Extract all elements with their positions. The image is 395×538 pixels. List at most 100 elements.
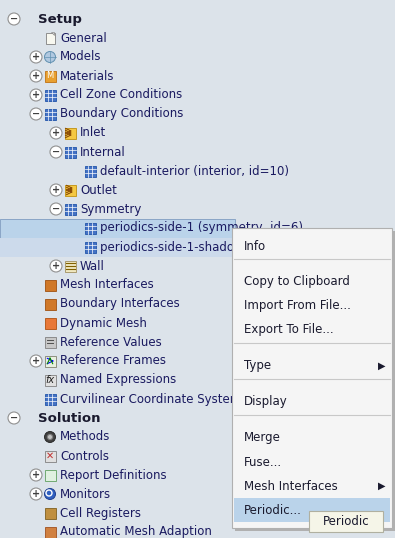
Text: Import From File...: Import From File... bbox=[244, 300, 351, 313]
Text: General: General bbox=[60, 32, 107, 45]
Text: default-interior (interior, id=10): default-interior (interior, id=10) bbox=[100, 165, 289, 178]
Text: Monitors: Monitors bbox=[60, 487, 111, 500]
Bar bbox=[85, 223, 96, 233]
Text: periodics-side-1-shadow (symmetry, id=7): periodics-side-1-shadow (symmetry, id=7) bbox=[100, 240, 352, 253]
Circle shape bbox=[30, 488, 42, 500]
Text: Reference Values: Reference Values bbox=[60, 336, 162, 349]
Text: Cell Zone Conditions: Cell Zone Conditions bbox=[60, 88, 182, 102]
Bar bbox=[0, 219, 235, 238]
Text: Methods: Methods bbox=[60, 430, 110, 443]
Circle shape bbox=[30, 70, 42, 82]
Circle shape bbox=[48, 435, 52, 439]
Bar bbox=[85, 242, 96, 252]
Text: Cell Registers: Cell Registers bbox=[60, 506, 141, 520]
Circle shape bbox=[30, 89, 42, 101]
Text: −: − bbox=[52, 204, 60, 214]
Circle shape bbox=[47, 434, 53, 441]
Text: M: M bbox=[46, 72, 54, 81]
Text: +: + bbox=[32, 90, 40, 100]
Text: +: + bbox=[52, 261, 60, 271]
Text: Inlet: Inlet bbox=[80, 126, 106, 139]
Circle shape bbox=[50, 146, 62, 158]
Text: Report Definitions: Report Definitions bbox=[60, 469, 167, 482]
Text: ✕: ✕ bbox=[46, 451, 54, 461]
Text: Symmetry: Symmetry bbox=[80, 202, 141, 216]
Circle shape bbox=[50, 184, 62, 196]
Bar bbox=[45, 527, 56, 537]
Bar bbox=[45, 336, 56, 348]
Bar bbox=[64, 146, 75, 158]
Text: Automatic Mesh Adaption: Automatic Mesh Adaption bbox=[60, 526, 212, 538]
Text: −: − bbox=[32, 109, 40, 119]
Circle shape bbox=[45, 489, 56, 499]
Text: Reference Frames: Reference Frames bbox=[60, 355, 166, 367]
Text: Internal: Internal bbox=[80, 145, 126, 159]
Text: −: − bbox=[10, 14, 18, 24]
Text: periodics-side-1 (symmetry, id=6): periodics-side-1 (symmetry, id=6) bbox=[100, 222, 303, 235]
Text: Outlet: Outlet bbox=[80, 183, 117, 196]
Text: −: − bbox=[10, 413, 18, 423]
Circle shape bbox=[30, 469, 42, 481]
Circle shape bbox=[50, 203, 62, 215]
Text: ▶: ▶ bbox=[378, 361, 386, 371]
Text: fx: fx bbox=[45, 375, 55, 385]
Text: Boundary Interfaces: Boundary Interfaces bbox=[60, 298, 180, 310]
Text: Controls: Controls bbox=[60, 450, 109, 463]
Text: Info: Info bbox=[244, 239, 266, 252]
Bar bbox=[45, 374, 56, 386]
Text: Copy to Clipboard: Copy to Clipboard bbox=[244, 275, 350, 288]
Text: ▶: ▶ bbox=[378, 481, 386, 491]
Circle shape bbox=[45, 431, 56, 442]
Bar bbox=[64, 203, 75, 215]
Text: Periodic...: Periodic... bbox=[244, 504, 302, 516]
Bar bbox=[85, 166, 96, 176]
Bar bbox=[45, 393, 56, 405]
Text: Display: Display bbox=[244, 395, 288, 408]
Bar bbox=[64, 260, 75, 272]
Bar bbox=[234, 498, 390, 522]
Text: Merge: Merge bbox=[244, 431, 281, 444]
Bar bbox=[45, 299, 56, 309]
Bar bbox=[45, 507, 56, 519]
Text: Dynamic Mesh: Dynamic Mesh bbox=[60, 316, 147, 329]
Bar bbox=[0, 238, 235, 257]
Bar bbox=[45, 70, 56, 81]
Text: +: + bbox=[32, 52, 40, 62]
Text: Mesh Interfaces: Mesh Interfaces bbox=[244, 479, 338, 492]
Circle shape bbox=[8, 13, 20, 25]
Polygon shape bbox=[51, 32, 55, 36]
Circle shape bbox=[30, 355, 42, 367]
Text: −: − bbox=[52, 147, 60, 157]
Text: Materials: Materials bbox=[60, 69, 115, 82]
Text: Fuse...: Fuse... bbox=[244, 456, 282, 469]
Text: Solution: Solution bbox=[38, 412, 100, 424]
Bar bbox=[64, 185, 75, 195]
Circle shape bbox=[50, 127, 62, 139]
Text: +: + bbox=[52, 185, 60, 195]
Text: Periodic: Periodic bbox=[323, 515, 369, 528]
Bar bbox=[232, 228, 392, 528]
Bar bbox=[45, 109, 56, 119]
Text: +: + bbox=[32, 356, 40, 366]
Circle shape bbox=[45, 52, 56, 62]
Bar bbox=[45, 32, 55, 44]
Text: +: + bbox=[32, 470, 40, 480]
Circle shape bbox=[30, 51, 42, 63]
Text: Mesh Interfaces: Mesh Interfaces bbox=[60, 279, 154, 292]
Bar bbox=[45, 317, 56, 329]
Bar bbox=[45, 356, 56, 366]
Bar bbox=[45, 470, 56, 480]
Text: Boundary Conditions: Boundary Conditions bbox=[60, 108, 183, 121]
Text: Setup: Setup bbox=[38, 12, 82, 25]
Bar bbox=[309, 511, 383, 532]
Text: Wall: Wall bbox=[80, 259, 105, 273]
Bar bbox=[235, 231, 395, 531]
Text: +: + bbox=[32, 71, 40, 81]
Text: +: + bbox=[32, 489, 40, 499]
Bar bbox=[45, 280, 56, 291]
Bar bbox=[45, 89, 56, 101]
Text: Export To File...: Export To File... bbox=[244, 323, 334, 336]
Circle shape bbox=[30, 108, 42, 120]
Text: Named Expressions: Named Expressions bbox=[60, 373, 176, 386]
Text: Curvilinear Coordinate System: Curvilinear Coordinate System bbox=[60, 393, 241, 406]
